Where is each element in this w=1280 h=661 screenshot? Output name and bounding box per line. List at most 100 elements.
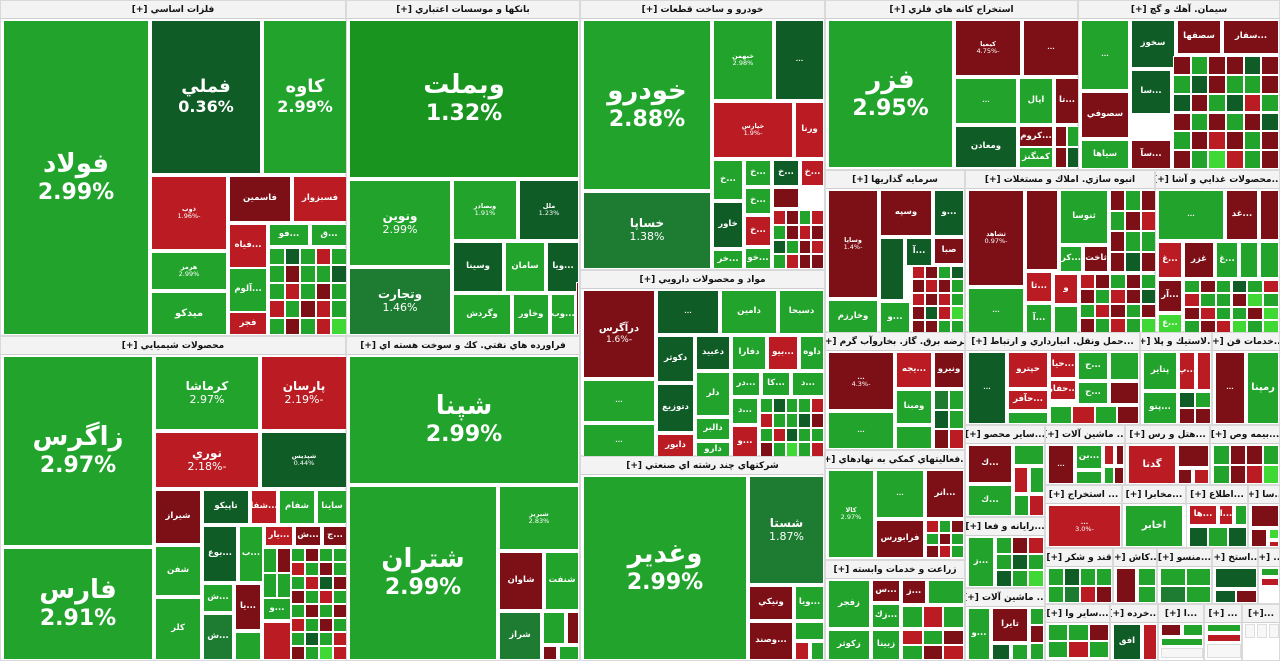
tile[interactable]: [284, 317, 301, 335]
tile[interactable]: ...انر: [926, 470, 964, 518]
tile[interactable]: [1194, 469, 1209, 484]
tile[interactable]: افق: [1113, 624, 1141, 660]
tile[interactable]: [263, 622, 291, 660]
tile[interactable]: ...و: [263, 598, 291, 620]
tile[interactable]: [1080, 288, 1096, 304]
tile[interactable]: [331, 248, 347, 266]
tile[interactable]: [798, 427, 812, 443]
tile[interactable]: [333, 562, 347, 576]
tile[interactable]: [1207, 624, 1241, 632]
section-header-oil-products[interactable]: فراورده هاي نفتي. كك و سوخت هسته اي [+]: [347, 337, 579, 355]
section-header-sugar[interactable]: قند و شكر [+]: [1046, 549, 1112, 567]
tile[interactable]: [943, 645, 964, 660]
tile[interactable]: [1143, 624, 1157, 660]
tile[interactable]: [315, 300, 332, 318]
tile[interactable]: ...سفار: [1223, 20, 1279, 54]
tile[interactable]: فارس 2.91%: [3, 548, 153, 660]
tile[interactable]: [1263, 293, 1279, 307]
tile[interactable]: ...: [1023, 20, 1079, 76]
tile[interactable]: كالا 2.97%: [828, 470, 874, 558]
tile[interactable]: [798, 239, 812, 255]
tile[interactable]: [1110, 210, 1126, 231]
tile[interactable]: [773, 210, 786, 225]
tile[interactable]: دلر: [696, 372, 730, 416]
tile[interactable]: نوري -2.18%: [155, 432, 259, 488]
tile[interactable]: ...: [583, 380, 655, 422]
tile[interactable]: [315, 265, 332, 283]
tile[interactable]: [938, 520, 952, 533]
tile[interactable]: [938, 319, 951, 333]
tile[interactable]: ...ها: [1189, 505, 1217, 525]
section-header-misc-4[interactable]: ...[+]: [1243, 605, 1279, 623]
tile[interactable]: ...و: [880, 302, 910, 333]
tile[interactable]: [284, 282, 301, 301]
tile[interactable]: [1028, 570, 1044, 587]
tile[interactable]: ملل 1.23%: [519, 180, 579, 240]
tile[interactable]: [1161, 638, 1203, 646]
tile[interactable]: [795, 642, 809, 660]
tile[interactable]: [1095, 303, 1111, 319]
tile[interactable]: [1229, 445, 1246, 465]
tile[interactable]: ...آلوم: [229, 268, 267, 312]
tile[interactable]: [331, 282, 347, 301]
tile[interactable]: ...ح: [1078, 382, 1108, 404]
tile[interactable]: [1215, 590, 1236, 603]
tile[interactable]: [1026, 190, 1058, 270]
tile[interactable]: [1095, 318, 1111, 333]
tile[interactable]: فولاد 2.99%: [3, 20, 149, 335]
tile[interactable]: [1240, 242, 1258, 278]
tile[interactable]: [1054, 306, 1078, 333]
tile[interactable]: پتاير: [1143, 352, 1177, 390]
tile[interactable]: [1190, 112, 1209, 132]
tile[interactable]: [785, 224, 799, 240]
tile[interactable]: دارو: [696, 442, 730, 457]
tile[interactable]: [811, 427, 824, 443]
tile[interactable]: ...خ: [745, 160, 771, 186]
tile[interactable]: فاسمين: [229, 176, 291, 222]
tile[interactable]: [1140, 288, 1156, 304]
tile[interactable]: شپديس 0.44%: [261, 432, 347, 488]
tile[interactable]: [1215, 568, 1257, 588]
tile[interactable]: [235, 632, 261, 660]
tile[interactable]: ... -4.3%: [828, 352, 894, 410]
section-header-mining-aux[interactable]: ...استخ [+]: [1213, 549, 1257, 567]
tile[interactable]: [1261, 568, 1279, 576]
tile[interactable]: ...كروم: [1019, 126, 1053, 147]
tile[interactable]: [1184, 280, 1200, 294]
tile[interactable]: ونوين 2.99%: [349, 180, 451, 266]
tile[interactable]: [1125, 274, 1141, 289]
tile[interactable]: ...آر: [1158, 280, 1182, 312]
tile[interactable]: [902, 645, 923, 660]
tile[interactable]: [1104, 467, 1114, 484]
tile[interactable]: [305, 632, 319, 646]
section-header-investments[interactable]: سرمايه گذاريها [+]: [826, 171, 964, 189]
tile[interactable]: [1189, 527, 1209, 547]
tile[interactable]: [269, 317, 285, 335]
tile[interactable]: ونيرو: [934, 352, 964, 388]
tile[interactable]: [1125, 303, 1141, 319]
tile[interactable]: ومبنا: [896, 390, 932, 424]
tile[interactable]: شيراز: [155, 490, 201, 544]
tile[interactable]: [798, 254, 812, 269]
tile[interactable]: [785, 239, 799, 255]
tile[interactable]: وخاور: [513, 294, 549, 335]
tile[interactable]: [315, 282, 332, 301]
tile[interactable]: [1184, 319, 1200, 333]
tile[interactable]: ...: [775, 20, 824, 100]
tile[interactable]: ...خر: [713, 250, 743, 269]
tile[interactable]: [319, 590, 333, 604]
tile[interactable]: [798, 398, 812, 413]
tile[interactable]: وسينا: [453, 242, 503, 292]
tile[interactable]: [996, 553, 1012, 571]
tile[interactable]: [305, 646, 319, 660]
tile[interactable]: [1245, 624, 1255, 638]
tile[interactable]: [760, 442, 773, 457]
tile[interactable]: ...ا: [1219, 505, 1233, 525]
tile[interactable]: [1251, 505, 1279, 527]
tile[interactable]: شبريز 2.83%: [499, 486, 579, 550]
tile[interactable]: [1095, 274, 1111, 289]
tile[interactable]: [305, 562, 319, 576]
tile[interactable]: [1116, 406, 1139, 424]
tile[interactable]: [331, 317, 347, 335]
tile[interactable]: [1088, 641, 1109, 658]
